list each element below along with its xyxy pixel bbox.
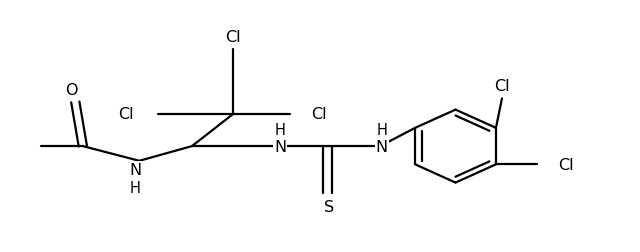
Text: H: H — [130, 180, 141, 195]
Text: Cl: Cl — [557, 157, 573, 172]
Text: Cl: Cl — [225, 29, 241, 44]
Text: N: N — [129, 163, 141, 177]
Text: H: H — [376, 123, 387, 138]
Text: O: O — [65, 82, 78, 97]
Text: Cl: Cl — [311, 107, 326, 122]
Text: S: S — [324, 199, 334, 214]
Text: Cl: Cl — [118, 107, 134, 122]
Text: N: N — [376, 139, 388, 154]
Text: Cl: Cl — [494, 79, 510, 94]
Text: H: H — [275, 123, 285, 138]
Text: N: N — [274, 139, 286, 154]
